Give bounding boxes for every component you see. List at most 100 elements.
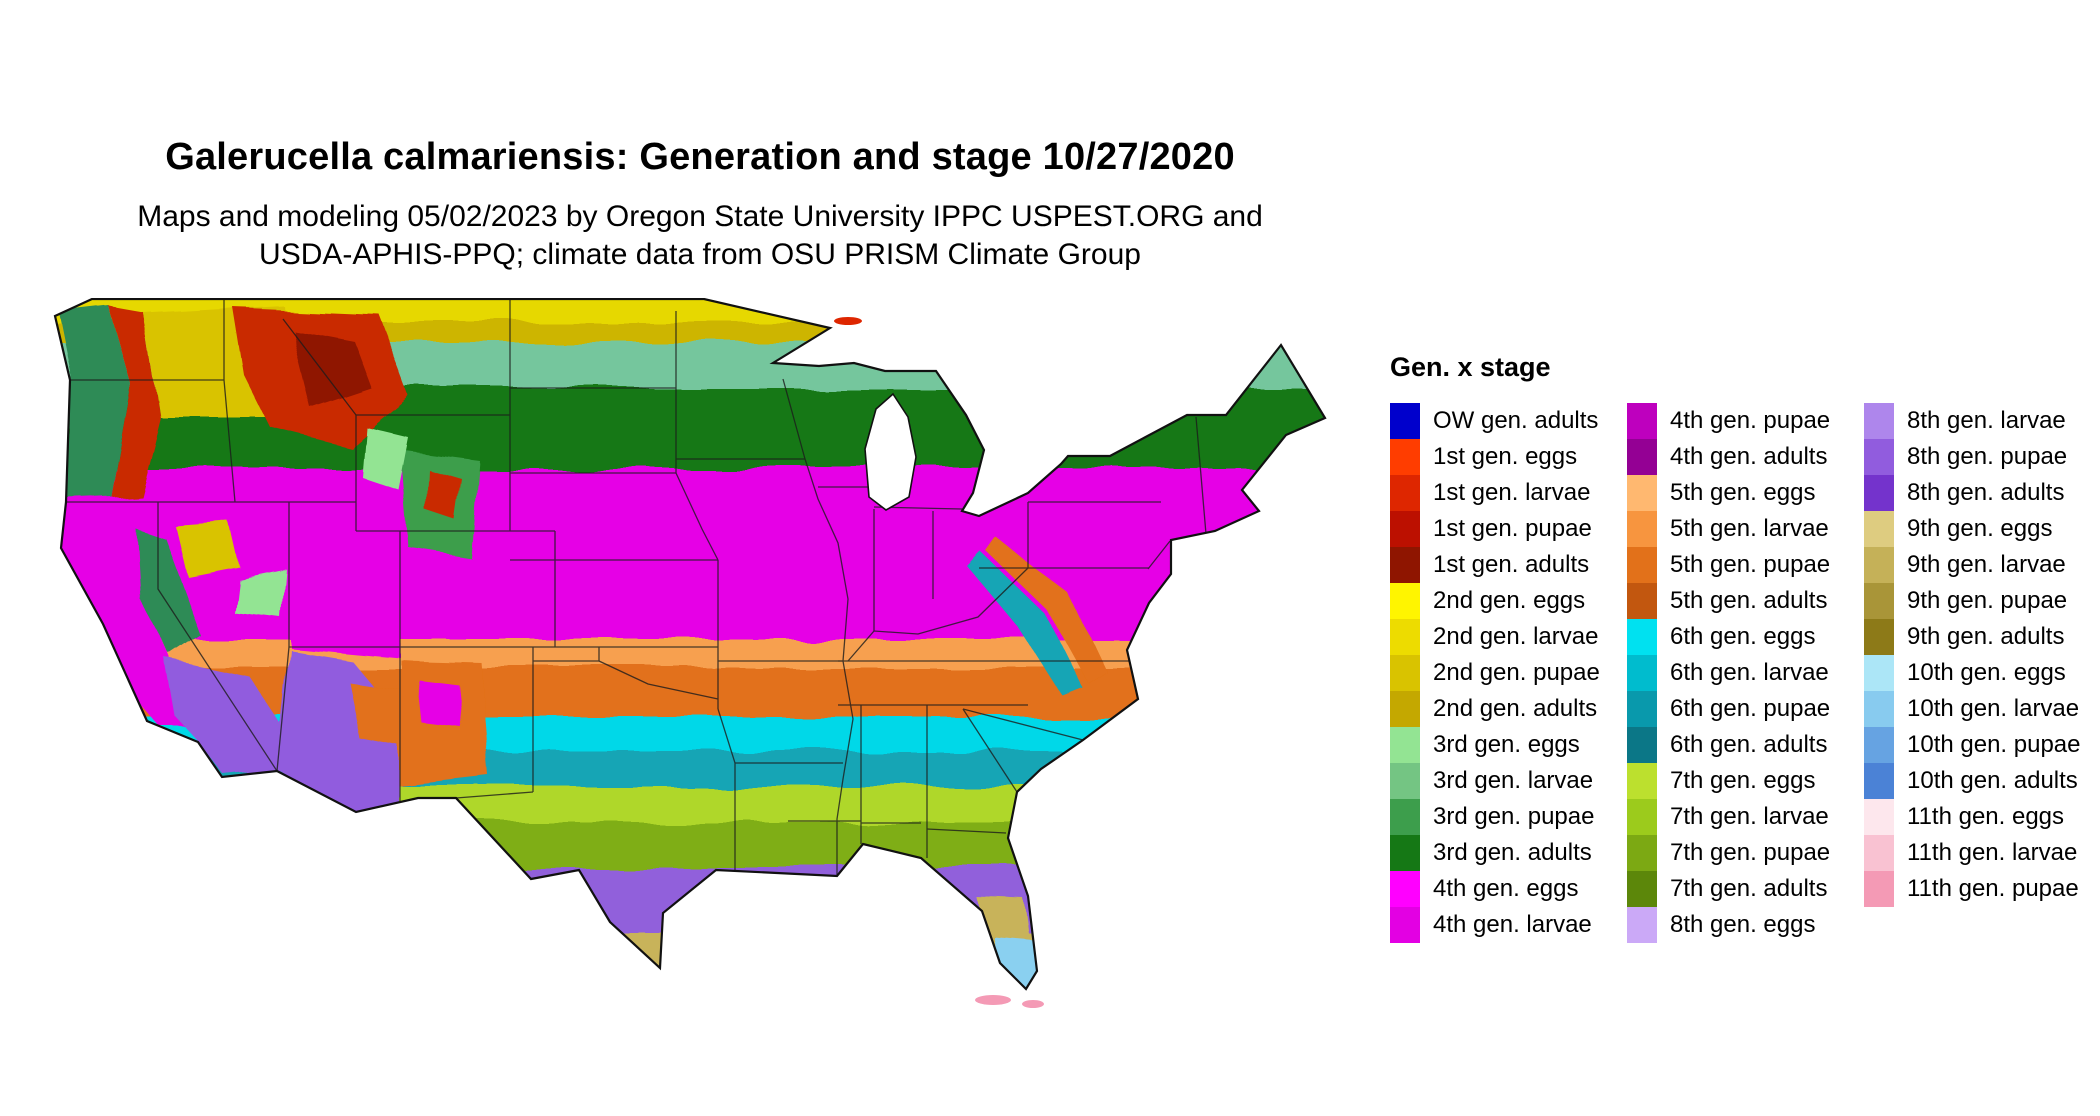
us-outline (53, 298, 1327, 991)
legend-label: 4th gen. eggs (1433, 875, 1579, 902)
map-band (55, 823, 1325, 867)
map-patch (134, 527, 200, 655)
legend-label: 7th gen. adults (1670, 875, 1828, 902)
legend-swatch (1627, 655, 1657, 691)
map-patch (166, 659, 290, 775)
legend-swatch (1864, 655, 1894, 691)
subtitle-line-2: USDA-APHIS-PPQ; climate data from OSU PR… (259, 238, 1141, 271)
legend-label: 5th gen. adults (1670, 587, 1828, 614)
map-patch (232, 567, 284, 617)
legend-label: 5th gen. eggs (1670, 479, 1816, 506)
legend-item: 9th gen. larvae (1864, 547, 2089, 583)
legend-item: 9th gen. pupae (1864, 583, 2089, 619)
legend-label: 9th gen. eggs (1907, 515, 2053, 542)
map-patch (966, 551, 1082, 695)
legend-item: 2nd gen. adults (1390, 691, 1615, 727)
legend-swatch (1627, 547, 1657, 583)
legend-swatch (1390, 799, 1420, 835)
legend-label: 6th gen. eggs (1670, 623, 1816, 650)
legend-item: 10th gen. eggs (1864, 655, 2089, 691)
legend-swatch (1627, 907, 1657, 943)
legend-item: 1st gen. eggs (1390, 439, 1615, 475)
legend-item: 6th gen. pupae (1627, 691, 1852, 727)
legend: Gen. x stage OW gen. adults 1st gen. eggs… (1390, 352, 2089, 943)
map-band (55, 867, 1325, 933)
legend-item: 10th gen. pupae (1864, 727, 2089, 763)
legend-swatch (1864, 619, 1894, 655)
subtitle-line-1: Maps and modeling 05/02/2023 by Oregon S… (137, 200, 1263, 233)
legend-label: 10th gen. larvae (1907, 695, 2080, 722)
legend-column-2: 4th gen. pupae 4th gen. adults 5th gen. eg… (1627, 403, 1852, 943)
legend-label: 5th gen. larvae (1670, 515, 1829, 542)
legend-swatch (1627, 871, 1657, 907)
legend-label: 4th gen. adults (1670, 443, 1828, 470)
legend-item: 6th gen. larvae (1627, 655, 1852, 691)
map-patch (290, 599, 400, 657)
legend-label: OW gen. adults (1433, 407, 1599, 434)
legend-label: 2nd gen. eggs (1433, 587, 1586, 614)
legend-swatch (1390, 475, 1420, 511)
legend-swatch (1864, 547, 1894, 583)
legend-item: 8th gen. adults (1864, 475, 2089, 511)
legend-swatch (1390, 547, 1420, 583)
florida-keys (1022, 1000, 1044, 1008)
state-borders (65, 299, 1207, 876)
legend-label: 3rd gen. eggs (1433, 731, 1580, 758)
legend-item: 6th gen. eggs (1627, 619, 1852, 655)
legend-label: 1st gen. adults (1433, 551, 1590, 578)
legend-swatch (1390, 655, 1420, 691)
legend-label: 9th gen. adults (1907, 623, 2065, 650)
us-map (53, 298, 1327, 1008)
legend-item: 7th gen. adults (1627, 871, 1852, 907)
legend-item: 2nd gen. eggs (1390, 583, 1615, 619)
legend-item: 1st gen. pupae (1390, 511, 1615, 547)
legend-swatch (1627, 763, 1657, 799)
legend-label: 7th gen. eggs (1670, 767, 1816, 794)
legend-item: 2nd gen. larvae (1390, 619, 1615, 655)
legend-swatch (1864, 727, 1894, 763)
map-patch (362, 427, 408, 489)
legend-label: 3rd gen. adults (1433, 839, 1592, 866)
map-patch (348, 681, 400, 747)
map-patch (418, 679, 463, 729)
legend-item: 1st gen. larvae (1390, 475, 1615, 511)
legend-label: 10th gen. adults (1907, 767, 2078, 794)
legend-item: 11th gen. eggs (1864, 799, 2089, 835)
legend-label: 6th gen. larvae (1670, 659, 1829, 686)
map-band (55, 639, 1325, 667)
legend-swatch (1627, 727, 1657, 763)
legend-item: 5th gen. larvae (1627, 511, 1852, 547)
legend-label: 4th gen. larvae (1433, 911, 1592, 938)
legend-swatch (1627, 403, 1657, 439)
legend-item: 4th gen. larvae (1390, 907, 1615, 943)
legend-item: 3rd gen. eggs (1390, 727, 1615, 763)
legend-label: 11th gen. pupae (1907, 875, 2079, 902)
legend-swatch (1627, 619, 1657, 655)
legend-item: 8th gen. eggs (1627, 907, 1852, 943)
legend-item: 2nd gen. pupae (1390, 655, 1615, 691)
legend-swatch (1390, 727, 1420, 763)
legend-swatch (1864, 403, 1894, 439)
legend-swatch (1627, 475, 1657, 511)
legend-swatch (1390, 511, 1420, 547)
legend-title: Gen. x stage (1390, 352, 1551, 382)
map-band (55, 933, 1325, 983)
legend-columns: OW gen. adults 1st gen. eggs 1st gen. larv… (1390, 403, 2089, 943)
legend-item: 3rd gen. adults (1390, 835, 1615, 871)
legend-label: 2nd gen. larvae (1433, 623, 1599, 650)
legend-swatch (1864, 871, 1894, 907)
legend-swatch (1627, 439, 1657, 475)
legend-item: 11th gen. pupae (1864, 871, 2089, 907)
legend-item: OW gen. adults (1390, 403, 1615, 439)
legend-item: 9th gen. eggs (1864, 511, 2089, 547)
legend-item: 5th gen. pupae (1627, 547, 1852, 583)
legend-label: 10th gen. eggs (1907, 659, 2066, 686)
legend-label: 10th gen. pupae (1907, 731, 2081, 758)
legend-item: 5th gen. eggs (1627, 475, 1852, 511)
legend-item: 4th gen. adults (1627, 439, 1852, 475)
legend-swatch (1627, 583, 1657, 619)
legend-item: 7th gen. pupae (1627, 835, 1852, 871)
legend-item: 6th gen. adults (1627, 727, 1852, 763)
legend-label: 8th gen. eggs (1670, 911, 1816, 938)
legend-label: 1st gen. larvae (1433, 479, 1591, 506)
